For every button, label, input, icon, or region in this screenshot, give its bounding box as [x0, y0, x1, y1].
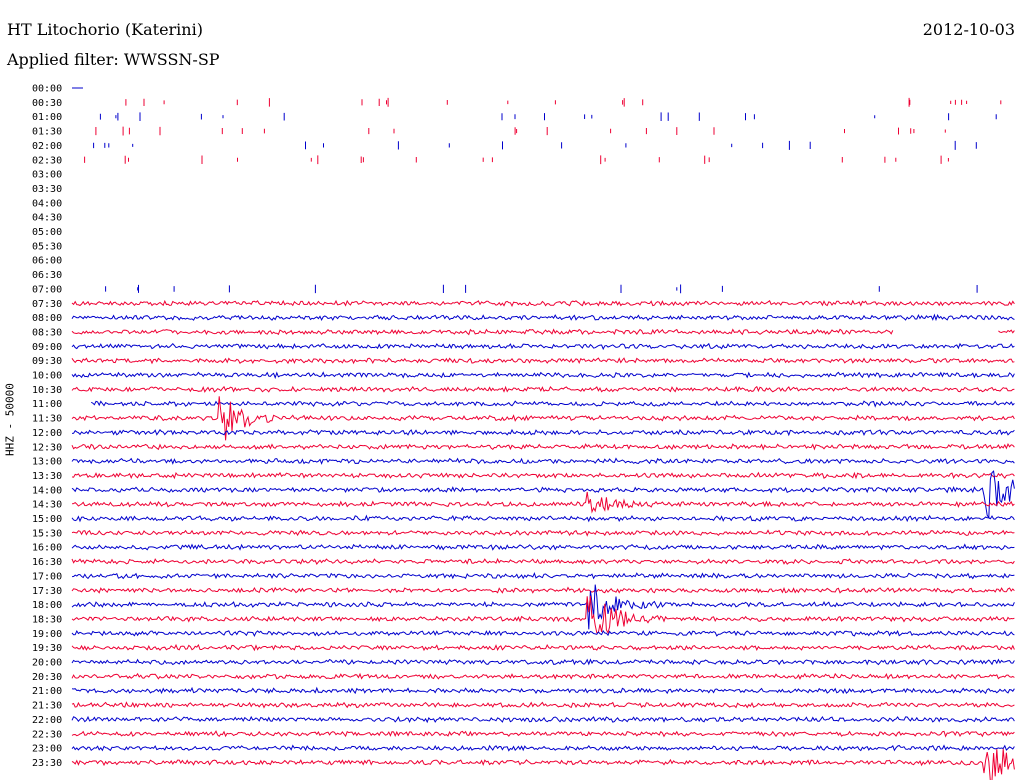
trace-row — [71, 543, 1015, 551]
row-label: 23:30 — [32, 758, 62, 769]
row-label: 01:00 — [32, 112, 62, 123]
trace-row — [71, 595, 1015, 634]
row-label: 14:00 — [32, 485, 62, 496]
row-label: 13:30 — [32, 471, 62, 482]
trace-row — [99, 112, 997, 121]
trace-row — [71, 313, 1015, 322]
trace-row — [71, 715, 1015, 724]
row-label: 10:30 — [32, 385, 62, 396]
trace-row — [71, 557, 1015, 565]
row-label: 08:30 — [32, 327, 62, 338]
row-label: 03:30 — [32, 184, 62, 195]
row-label: 06:30 — [32, 270, 62, 281]
row-label: 20:00 — [32, 658, 62, 669]
row-label: 02:00 — [32, 141, 62, 152]
row-label: 00:30 — [32, 98, 62, 109]
row-label: 14:30 — [32, 500, 62, 511]
row-label: 07:00 — [32, 284, 62, 295]
trace-row — [71, 385, 1015, 393]
row-label: 00:00 — [32, 84, 62, 95]
row-label: 16:00 — [32, 543, 62, 554]
trace-row — [71, 471, 1015, 480]
row-label: 21:30 — [32, 701, 62, 712]
row-label: 17:00 — [32, 571, 62, 582]
trace-row — [71, 357, 1015, 365]
row-label: 11:30 — [32, 414, 62, 425]
row-label: 06:00 — [32, 256, 62, 267]
trace-row — [71, 643, 1015, 652]
trace-row — [71, 658, 1015, 666]
row-label: 19:30 — [32, 643, 62, 654]
trace-row — [105, 284, 978, 294]
row-label: 13:00 — [32, 457, 62, 468]
trace-row — [95, 126, 946, 136]
row-label: 04:00 — [32, 198, 62, 209]
trace-row — [71, 457, 1015, 465]
trace-row — [71, 396, 1015, 441]
trace-row — [71, 491, 1015, 514]
row-label: 18:00 — [32, 600, 62, 611]
row-label: 01:30 — [32, 127, 62, 138]
row-label: 10:00 — [32, 371, 62, 382]
trace-row — [71, 299, 1015, 307]
row-label: 18:30 — [32, 614, 62, 625]
trace-row — [71, 442, 1015, 451]
trace-row — [71, 629, 1015, 637]
row-label: 21:00 — [32, 686, 62, 697]
date-label: 2012-10-03 — [922, 20, 1015, 39]
trace-row — [71, 730, 1015, 738]
trace-row — [71, 744, 1015, 752]
trace-row — [71, 572, 1015, 580]
trace-row — [71, 470, 1015, 520]
trace-row — [71, 686, 1015, 695]
row-label: 16:30 — [32, 557, 62, 568]
trace-row — [71, 529, 1015, 537]
row-label: 11:00 — [32, 399, 62, 410]
trace-row — [71, 328, 1015, 336]
row-label: 15:00 — [32, 514, 62, 525]
row-label: 08:00 — [32, 313, 62, 324]
trace-row — [71, 584, 1015, 630]
row-label: 17:30 — [32, 586, 62, 597]
row-label: 05:30 — [32, 241, 62, 252]
trace-row — [71, 428, 1015, 437]
row-label: 04:30 — [32, 213, 62, 224]
trace-row — [71, 672, 1015, 680]
row-label: 09:30 — [32, 356, 62, 367]
trace-row — [71, 748, 1015, 780]
trace-row — [71, 586, 1015, 594]
trace-row — [71, 701, 1015, 709]
row-label: 12:00 — [32, 428, 62, 439]
row-label: 02:30 — [32, 155, 62, 166]
trace-row — [84, 155, 949, 165]
row-label: 22:30 — [32, 729, 62, 740]
row-label: 03:00 — [32, 170, 62, 181]
row-label: 12:30 — [32, 442, 62, 453]
row-label: 22:00 — [32, 715, 62, 726]
row-label: 05:00 — [32, 227, 62, 238]
trace-row — [90, 400, 1015, 408]
filter-label: Applied filter: WWSSN-SP — [7, 50, 220, 69]
row-label: 19:00 — [32, 629, 62, 640]
trace-row — [71, 371, 1015, 380]
row-label: 09:00 — [32, 342, 62, 353]
trace-row — [71, 514, 1015, 523]
row-label: 15:30 — [32, 528, 62, 539]
trace-row — [71, 342, 1015, 351]
station-title: HT Litochorio (Katerini) — [7, 20, 203, 39]
trace-row — [125, 97, 1002, 107]
row-label: 07:30 — [32, 299, 62, 310]
row-label: 23:00 — [32, 744, 62, 755]
trace-row — [93, 140, 977, 150]
row-label: 20:30 — [32, 672, 62, 683]
